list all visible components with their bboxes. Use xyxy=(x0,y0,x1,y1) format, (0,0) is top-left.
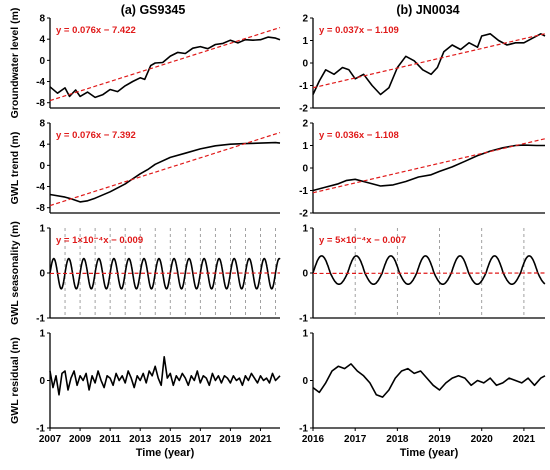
x-axis-label: Time (year) xyxy=(400,447,459,459)
series-line xyxy=(49,141,281,203)
trend-line xyxy=(49,26,281,102)
y-tick-label: -4 xyxy=(36,182,45,193)
x-tick-label: 2013 xyxy=(129,434,152,445)
y-tick-label: 1 xyxy=(39,329,45,340)
trend-line xyxy=(312,138,546,194)
seasonality-line xyxy=(312,255,546,286)
y-tick-label: 0 xyxy=(302,376,308,387)
chart-panel-a3: -1 0 1 GWL seasonality (m) y = 1×10⁻⁴x − 0.0… xyxy=(9,221,281,325)
seasonality-line xyxy=(49,257,281,290)
y-tick-label: 0 xyxy=(39,161,45,172)
x-axis-label: Time (year) xyxy=(136,447,195,459)
y-tick-label: 2 xyxy=(302,14,308,25)
chart-panel-b3: -1 0 1 y = 5×10⁻⁴x − 0.007 xyxy=(299,224,546,325)
y-tick-label: 0 xyxy=(302,59,308,70)
x-tick-label: 2021 xyxy=(513,434,536,445)
series-line xyxy=(49,355,281,396)
chart-panel-a2: -8 -4 0 4 8 GWL trend (m) y = 0.076x − 7.392 xyxy=(9,119,281,214)
y-tick-label: 0 xyxy=(302,164,308,175)
y-tick-label: 0 xyxy=(302,269,308,280)
panel-title-a: (a) GS9345 xyxy=(121,3,186,17)
y-tick-label: 0 xyxy=(39,56,45,67)
series-line xyxy=(49,36,281,99)
y-tick-label: 0 xyxy=(39,376,45,387)
y-tick-label: 1 xyxy=(39,224,45,235)
y-tick-label: -1 xyxy=(299,81,308,92)
trend-equation: y = 0.076x − 7.392 xyxy=(56,130,136,141)
y-tick-label: -2 xyxy=(299,209,308,220)
trend-line xyxy=(312,33,546,89)
series-line xyxy=(312,363,546,398)
x-tick-label: 2011 xyxy=(99,434,121,445)
y-axis-label: GWL seasonality (m) xyxy=(9,221,21,325)
x-tick-label: 2018 xyxy=(386,434,409,445)
x-tick-label: 2016 xyxy=(302,434,325,445)
y-tick-label: -1 xyxy=(36,314,45,325)
y-tick-label: -1 xyxy=(36,424,45,435)
y-tick-label: 4 xyxy=(39,35,45,46)
x-tick-label: 2019 xyxy=(219,434,242,445)
y-tick-label: -1 xyxy=(299,314,308,325)
y-tick-label: -1 xyxy=(299,424,308,435)
panel-title-b: (b) JN0034 xyxy=(396,3,459,17)
y-tick-label: -8 xyxy=(36,203,45,214)
y-tick-label: 8 xyxy=(39,14,45,25)
y-tick-label: 8 xyxy=(39,119,45,130)
trend-line xyxy=(49,131,281,207)
x-tick-label: 2020 xyxy=(471,434,494,445)
trend-equation: y = 0.037x − 1.109 xyxy=(319,25,399,36)
x-tick-label: 2017 xyxy=(189,434,212,445)
y-axis-label: GWL trend (m) xyxy=(9,132,21,205)
y-axis-label: GWL residual (m) xyxy=(9,337,21,424)
chart-panel-b1: -2 -1 0 1 2 y = 0.037x − 1.109 xyxy=(299,14,546,115)
y-tick-label: -2 xyxy=(299,104,308,115)
y-tick-label: 1 xyxy=(302,224,308,235)
trend-equation: y = 1×10⁻⁴x − 0.009 xyxy=(56,235,143,246)
x-tick-label: 2009 xyxy=(69,434,92,445)
trend-equation: y = 5×10⁻⁴x − 0.007 xyxy=(319,235,406,246)
series-line xyxy=(312,144,545,192)
chart-panel-b4: -1 0 1 2016 2017 2018 2019 2020 2021 Time (year) xyxy=(299,329,546,459)
chart-panel-a4: -1 0 1 2007 2009 2011 2013 2015 2017 2019 2021 GWL … xyxy=(9,329,281,459)
y-tick-label: 1 xyxy=(302,36,308,47)
x-tick-label: 2017 xyxy=(344,434,367,445)
y-tick-label: 1 xyxy=(302,141,308,152)
y-tick-label: 4 xyxy=(39,140,45,151)
x-tick-label: 2015 xyxy=(159,434,182,445)
y-tick-label: 0 xyxy=(39,269,45,280)
x-tick-label: 2021 xyxy=(249,434,272,445)
x-tick-label: 2007 xyxy=(39,434,62,445)
y-tick-label: -8 xyxy=(36,98,45,109)
series-line xyxy=(312,32,546,96)
x-tick-label: 2019 xyxy=(428,434,451,445)
trend-equation: y = 0.076x − 7.422 xyxy=(56,25,136,36)
chart-panel-b2: -2 -1 0 1 2 y = 0.036x − 1.108 xyxy=(299,119,546,220)
trend-equation: y = 0.036x − 1.108 xyxy=(319,130,399,141)
y-tick-label: -4 xyxy=(36,77,45,88)
chart-panel-a1: -8 -4 0 4 8 Groundwater level (m) y = 0.076x −… xyxy=(9,8,281,119)
y-tick-label: 2 xyxy=(302,119,308,130)
y-tick-label: -1 xyxy=(299,186,308,197)
y-tick-label: 1 xyxy=(302,329,308,340)
y-axis-label: Groundwater level (m) xyxy=(9,8,21,119)
